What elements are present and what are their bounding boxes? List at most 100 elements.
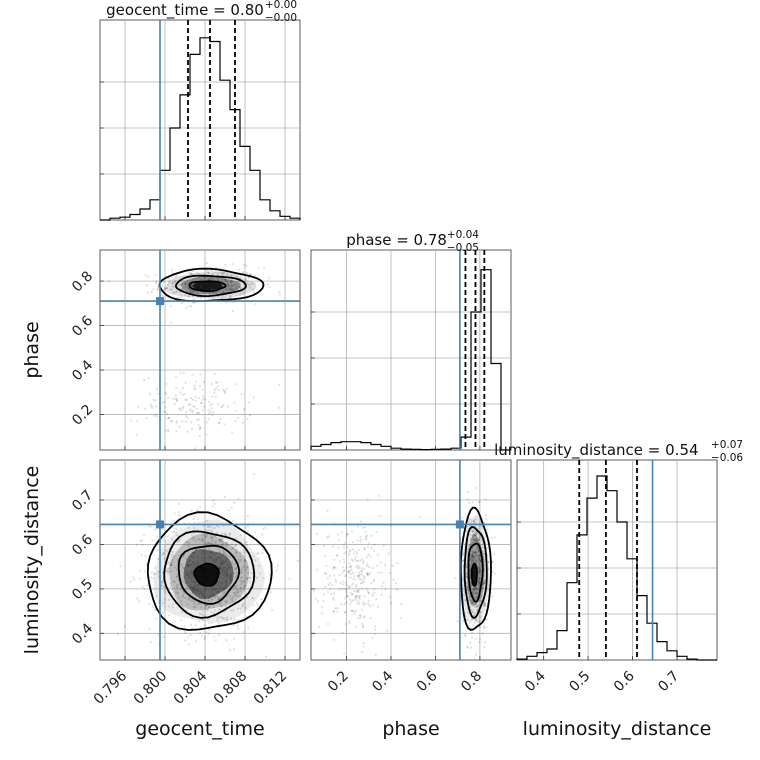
sample-point	[148, 628, 151, 631]
sample-point	[396, 588, 399, 591]
sample-point	[469, 564, 472, 567]
sample-point	[224, 581, 228, 584]
sample-point	[343, 552, 346, 555]
sample-point	[243, 559, 246, 563]
sample-point	[356, 590, 359, 594]
sample-point	[465, 575, 468, 578]
sample-point	[482, 587, 485, 591]
sample-point	[222, 550, 225, 553]
sample-point	[221, 555, 224, 558]
sample-point	[477, 551, 480, 554]
sample-point	[478, 500, 481, 504]
sample-point	[235, 591, 239, 594]
sample-point	[235, 283, 238, 286]
sample-point	[211, 591, 214, 594]
sample-point	[239, 551, 242, 554]
sample-point	[482, 582, 485, 585]
sample-point	[226, 568, 229, 572]
sample-point	[230, 273, 233, 276]
sample-point	[204, 595, 207, 598]
sample-point	[234, 567, 237, 570]
sample-point	[217, 590, 220, 594]
sample-point	[476, 537, 479, 540]
sample-point	[210, 383, 213, 386]
sample-point	[186, 558, 189, 561]
sample-point	[201, 291, 204, 294]
sample-point	[386, 629, 389, 633]
sample-point	[181, 610, 184, 614]
sample-point	[140, 539, 144, 542]
sample-point	[344, 623, 347, 626]
sample-point	[249, 273, 252, 276]
sample-point	[221, 296, 224, 299]
sample-point	[187, 545, 190, 548]
sample-point	[192, 589, 195, 592]
sample-point	[376, 606, 380, 609]
sample-point	[379, 561, 382, 564]
sample-point	[366, 564, 369, 568]
sample-point	[214, 588, 217, 591]
sample-point	[177, 540, 180, 543]
sample-point	[171, 553, 174, 557]
sample-point	[124, 625, 127, 628]
sample-point	[167, 277, 170, 280]
sample-point	[162, 552, 165, 555]
sample-point	[181, 594, 184, 597]
sample-point	[343, 603, 346, 606]
sample-point	[473, 605, 476, 609]
sample-point	[399, 617, 402, 620]
sample-point	[245, 543, 248, 547]
sample-point	[193, 405, 196, 408]
sample-point	[477, 562, 480, 565]
sample-point	[232, 562, 235, 565]
sample-point	[260, 598, 263, 601]
sample-point	[189, 633, 193, 637]
sample-point	[188, 598, 191, 601]
sample-point	[226, 619, 229, 622]
sample-point	[231, 546, 234, 550]
sample-point	[207, 271, 210, 274]
sample-point	[359, 578, 362, 581]
sample-point	[210, 535, 213, 539]
x-tick-label-geocent_time: 0.800	[131, 668, 171, 708]
sample-point	[367, 553, 370, 556]
sample-point	[218, 421, 221, 424]
sample-point	[228, 566, 231, 570]
sample-point	[478, 570, 481, 574]
sample-point	[469, 557, 472, 560]
sample-point	[175, 531, 178, 534]
sample-point	[225, 578, 228, 581]
panel-title-luminosity_distance: luminosity_distance = 0.54 +0.07−0.06	[494, 439, 743, 464]
sample-point	[454, 577, 457, 580]
sample-point	[470, 519, 473, 522]
sample-point	[206, 529, 210, 532]
x-axis-label-geocent_time: geocent_time	[135, 718, 264, 740]
x-tick-label-phase: 0.2	[325, 668, 352, 695]
sample-point	[189, 585, 192, 588]
sample-point	[211, 536, 214, 540]
sample-point	[262, 577, 265, 580]
sample-point	[381, 585, 384, 588]
sample-point	[176, 586, 179, 589]
sample-point	[229, 579, 233, 582]
truth-point	[156, 520, 164, 529]
sample-point	[363, 576, 366, 579]
sample-point	[352, 610, 355, 613]
sample-point	[474, 551, 477, 554]
sample-point	[365, 538, 368, 541]
sample-point	[473, 603, 476, 606]
sample-point	[156, 573, 159, 576]
sample-point	[148, 603, 151, 606]
sample-point	[257, 557, 260, 560]
sample-point	[193, 521, 196, 524]
sample-point	[209, 277, 212, 280]
sample-point	[182, 580, 185, 583]
sample-point	[182, 555, 185, 558]
sample-point	[483, 582, 486, 585]
sample-point	[340, 587, 343, 590]
sample-point	[192, 591, 195, 594]
sample-point	[199, 426, 202, 429]
sample-point	[171, 269, 174, 272]
sample-point	[349, 566, 352, 569]
sample-point	[177, 514, 181, 517]
